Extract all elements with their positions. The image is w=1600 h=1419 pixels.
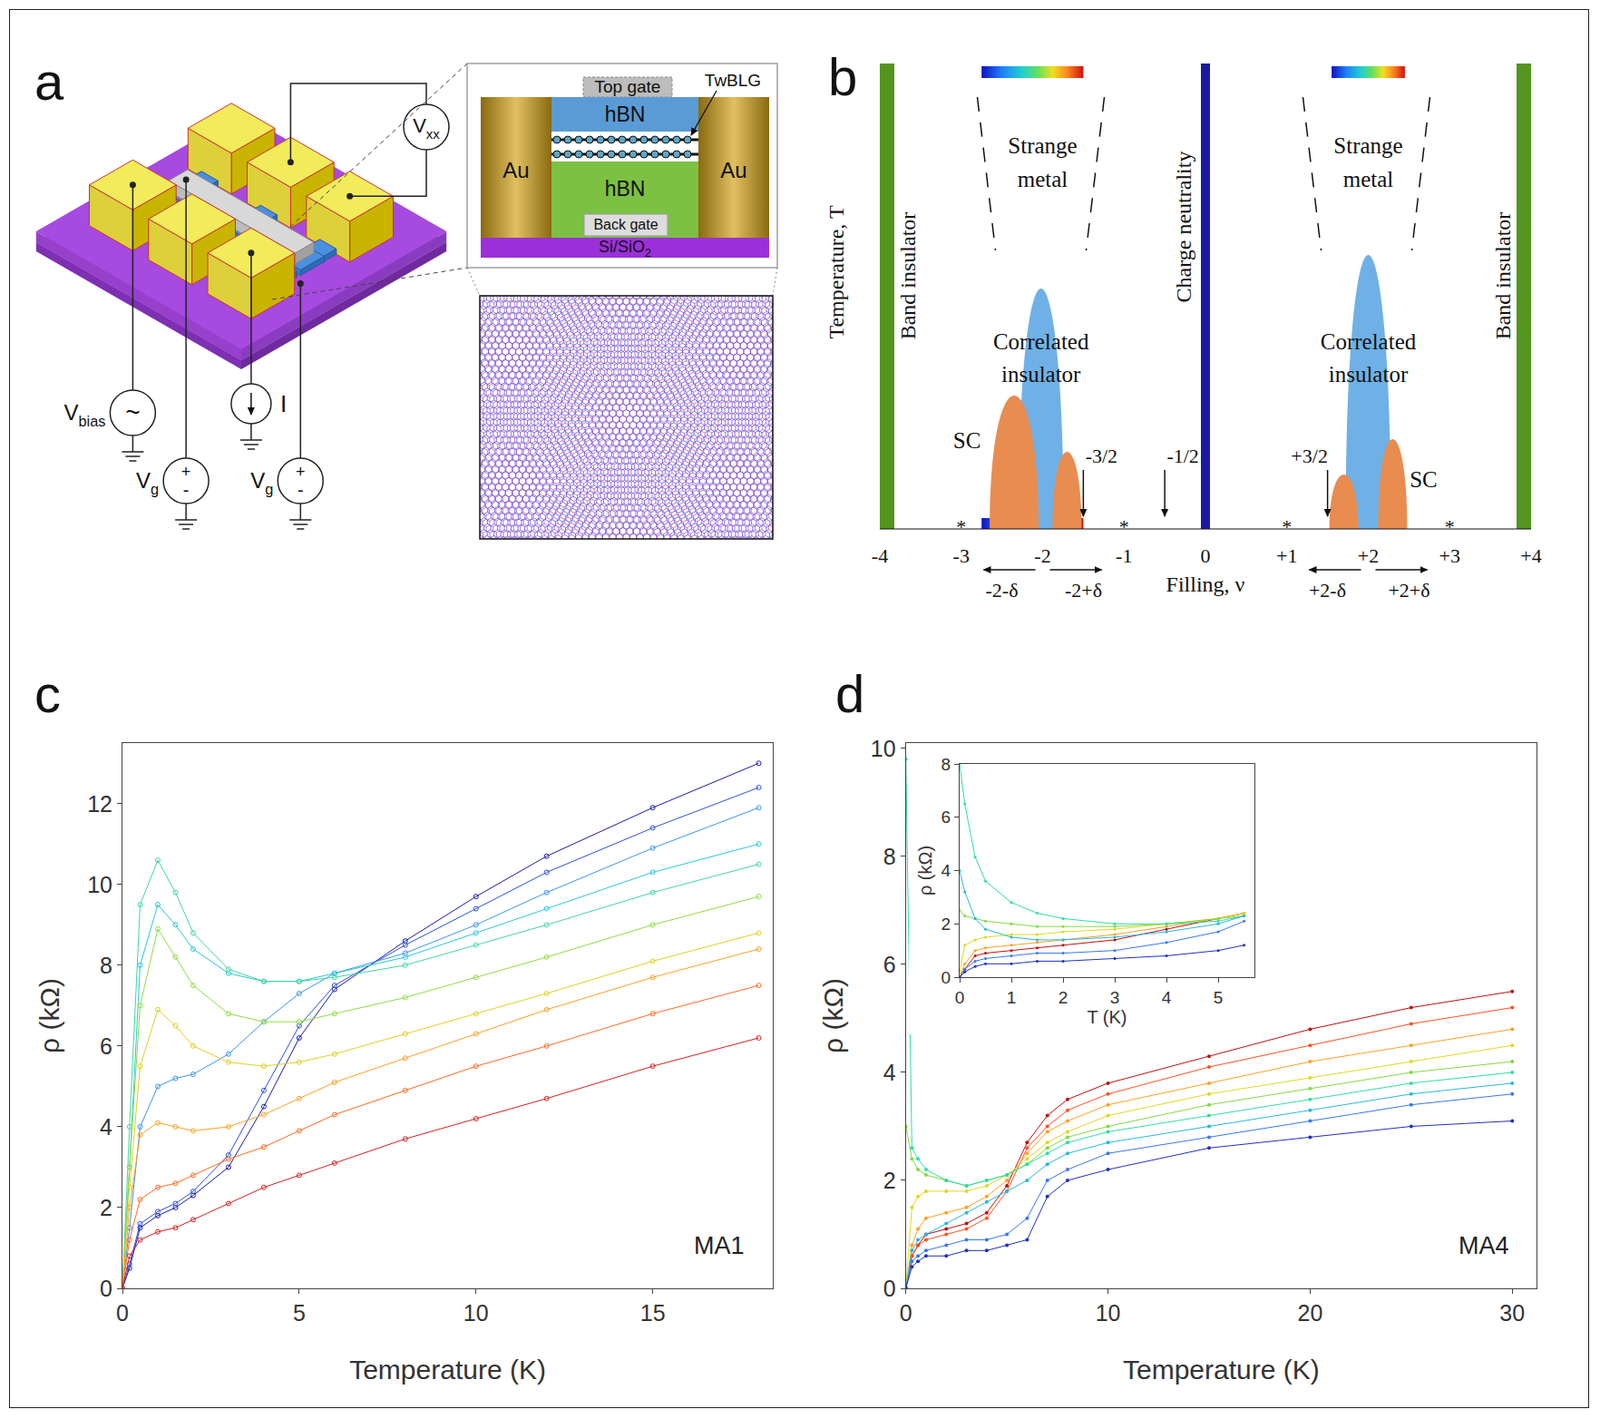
svg-text:SC: SC: [953, 428, 982, 453]
svg-text:Correlated: Correlated: [993, 329, 1090, 354]
svg-text:Band insulator: Band insulator: [1491, 212, 1515, 341]
svg-text:metal: metal: [1343, 166, 1395, 192]
svg-text:+1: +1: [1276, 544, 1298, 567]
html-text:d: d: [835, 663, 865, 723]
svg-text:2: 2: [99, 1194, 113, 1220]
svg-text:Au: Au: [502, 157, 529, 183]
svg-text:hBN: hBN: [604, 176, 646, 201]
svg-text:+2+δ: +2+δ: [1387, 578, 1430, 602]
svg-text:0: 0: [899, 1299, 913, 1326]
svg-text:Vg: Vg: [136, 468, 159, 498]
svg-text:20: 20: [1297, 1299, 1323, 1326]
svg-text:4: 4: [883, 1059, 897, 1085]
svg-text:-2: -2: [1034, 544, 1051, 567]
svg-text:Filling, ν: Filling, ν: [1166, 572, 1246, 596]
svg-text:0: 0: [883, 1275, 897, 1301]
svg-text:hBN: hBN: [604, 102, 646, 127]
svg-text:30: 30: [1499, 1299, 1525, 1326]
svg-text:SC: SC: [1409, 467, 1438, 492]
svg-text:+4: +4: [1520, 544, 1542, 567]
html-text:c: c: [34, 663, 61, 723]
svg-text:-2-δ: -2-δ: [985, 578, 1018, 602]
svg-text:+: +: [181, 462, 192, 481]
svg-text:*: *: [1281, 515, 1292, 538]
svg-text:Band insulator: Band insulator: [896, 212, 920, 341]
svg-text:1: 1: [1006, 987, 1017, 1007]
svg-text:*: *: [1119, 515, 1130, 538]
svg-text:-4: -4: [871, 544, 888, 567]
svg-text:0: 0: [116, 1299, 129, 1326]
svg-text:6: 6: [883, 951, 897, 977]
svg-text:Vg: Vg: [250, 468, 274, 498]
svg-text:8: 8: [941, 754, 952, 774]
svg-text:Si/SiO2: Si/SiO2: [598, 237, 652, 260]
svg-text:-2+δ: -2+δ: [1064, 578, 1103, 602]
svg-text:4: 4: [1161, 987, 1172, 1007]
svg-text:12: 12: [87, 790, 113, 817]
svg-text:+: +: [295, 462, 306, 481]
svg-text:6: 6: [99, 1033, 113, 1059]
svg-text:8: 8: [99, 952, 113, 978]
svg-text:+3/2: +3/2: [1290, 444, 1328, 468]
svg-text:+2-δ: +2-δ: [1308, 578, 1347, 602]
svg-text:Charge neutrality: Charge neutrality: [1171, 151, 1196, 303]
svg-text:Temperature (K): Temperature (K): [1122, 1354, 1320, 1385]
svg-text:-1/2: -1/2: [1166, 444, 1199, 468]
svg-text:0: 0: [1200, 544, 1211, 567]
svg-text:TwBLG: TwBLG: [704, 70, 761, 90]
svg-text:-: -: [183, 479, 190, 500]
svg-text:ρ (kΩ): ρ (kΩ): [915, 845, 936, 896]
svg-text:a: a: [34, 51, 65, 111]
svg-text:+2: +2: [1357, 544, 1379, 567]
svg-text:4: 4: [99, 1113, 113, 1140]
svg-text:insulator: insulator: [1328, 361, 1409, 387]
svg-text:insulator: insulator: [1001, 361, 1082, 387]
svg-text:~: ~: [125, 398, 140, 427]
svg-text:10: 10: [463, 1299, 489, 1326]
svg-text:Vxx: Vxx: [412, 114, 440, 142]
svg-text:Vbias: Vbias: [63, 400, 106, 430]
svg-text:2: 2: [1058, 987, 1069, 1007]
svg-text:Temperature, T: Temperature, T: [824, 204, 849, 339]
svg-text:+3: +3: [1439, 544, 1461, 567]
svg-text:MA1: MA1: [693, 1231, 745, 1259]
svg-text:0: 0: [941, 967, 952, 987]
svg-text:10: 10: [870, 735, 897, 761]
svg-text:Top gate: Top gate: [595, 77, 662, 97]
svg-text:Temperature (K): Temperature (K): [349, 1354, 547, 1385]
svg-text:Strange: Strange: [1333, 133, 1403, 158]
svg-text:Strange: Strange: [1007, 133, 1077, 158]
svg-text:10: 10: [87, 871, 113, 898]
svg-text:4: 4: [941, 860, 952, 880]
svg-text:*: *: [956, 515, 966, 538]
svg-text:-3/2: -3/2: [1085, 444, 1118, 468]
svg-text:*: *: [1444, 515, 1455, 538]
svg-text:3: 3: [1110, 987, 1121, 1007]
svg-text:8: 8: [883, 843, 897, 869]
svg-text:b: b: [828, 47, 858, 107]
svg-text:Correlated: Correlated: [1320, 329, 1417, 354]
svg-text:5: 5: [292, 1299, 306, 1326]
svg-text:-1: -1: [1115, 544, 1132, 567]
svg-text:I: I: [280, 390, 287, 418]
svg-text:-3: -3: [953, 544, 970, 567]
svg-text:2: 2: [883, 1167, 897, 1193]
svg-text:-: -: [297, 479, 304, 500]
svg-text:0: 0: [955, 987, 966, 1007]
svg-text:metal: metal: [1017, 166, 1069, 192]
svg-text:ρ (kΩ): ρ (kΩ): [34, 977, 65, 1054]
svg-text:0: 0: [99, 1275, 113, 1301]
svg-text:10: 10: [1095, 1299, 1122, 1326]
svg-text:2: 2: [941, 914, 952, 934]
svg-text:5: 5: [1213, 987, 1224, 1007]
svg-text:Back gate: Back gate: [593, 216, 658, 233]
svg-text:ρ (kΩ): ρ (kΩ): [818, 977, 849, 1054]
svg-text:T (K): T (K): [1086, 1006, 1127, 1027]
svg-text:MA4: MA4: [1458, 1231, 1510, 1259]
svg-text:6: 6: [941, 807, 952, 827]
svg-text:15: 15: [640, 1299, 666, 1326]
svg-text:Au: Au: [720, 157, 747, 183]
